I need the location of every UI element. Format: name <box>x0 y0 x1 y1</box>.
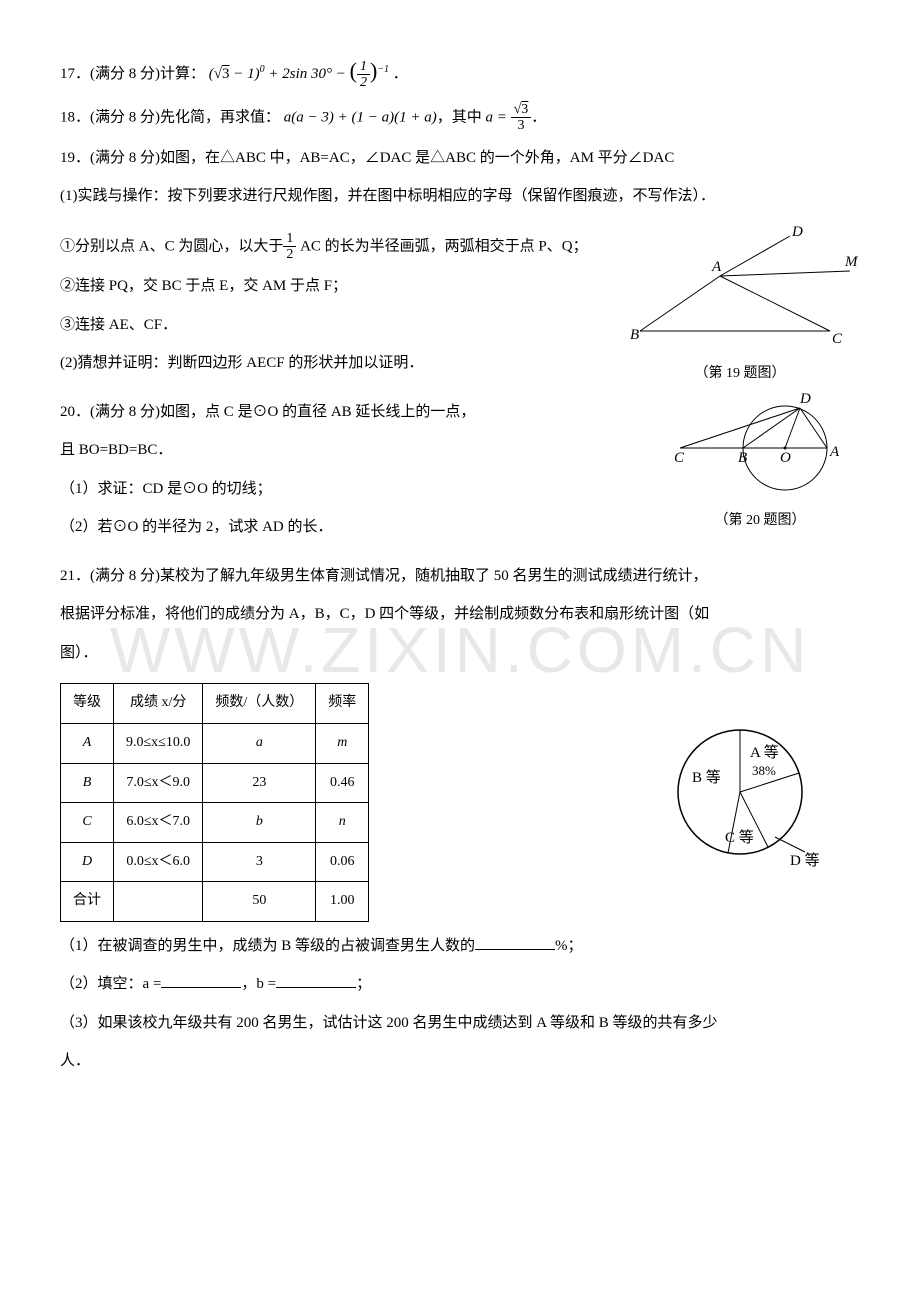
q21-sub3: （3）如果该校九年级共有 200 名男生，试估计这 200 名男生中成绩达到 A… <box>60 1009 860 1038</box>
q21-sub1: （1）在被调查的男生中，成绩为 B 等级的占被调查男生人数的 %； <box>60 932 860 961</box>
r42: 50 <box>203 882 316 922</box>
q18-den: 3 <box>511 118 532 133</box>
r21: 6.0≤x＜7.0 <box>114 803 203 843</box>
r11: 7.0≤x＜9.0 <box>114 763 203 803</box>
q21s2b: ，b = <box>241 976 276 992</box>
c20A: A <box>829 444 840 460</box>
q19-line3: (2)猜想并证明：判断四边形 AECF 的形状并加以证明． <box>60 349 620 378</box>
lblB: B <box>630 327 639 343</box>
r40: 合计 <box>61 882 114 922</box>
pieC: C 等 <box>725 828 754 846</box>
q20-sub1: （1）求证：CD 是⊙O 的切线； <box>60 475 660 504</box>
h3: 频率 <box>316 684 369 724</box>
blank-1 <box>475 934 555 950</box>
q20-caption: （第 20 题图） <box>660 508 860 535</box>
table-row: D0.0≤x＜6.030.06 <box>61 842 369 882</box>
q19-figure: A B C D M <box>620 221 860 351</box>
q17-expr: (√3 − 1)0 + 2sin 30° − (12)−1 <box>209 66 393 82</box>
q17-prefix: 17．(满分 8 分)计算： <box>60 66 205 82</box>
q21-intro1: 21．(满分 8 分)某校为了解九年级男生体育测试情况，随机抽取了 50 名男生… <box>60 562 860 591</box>
q21-intro2: 根据评分标准，将他们的成绩分为 A，B，C，D 四个等级，并绘制成频数分布表和扇… <box>60 600 860 629</box>
q20-figure: C B O A D <box>660 388 860 498</box>
r23: n <box>316 803 369 843</box>
r12: 23 <box>203 763 316 803</box>
lblC: C <box>832 331 843 347</box>
q18: 18．(满分 8 分)先化简，再求值： a(a − 3) + (1 − a)(1… <box>60 102 860 134</box>
half-num: 1 <box>357 59 370 75</box>
pieB: B 等 <box>692 768 721 786</box>
c20C: C <box>674 450 685 466</box>
q19-step1a: ①分别以点 A、C 为圆心，以大于 <box>60 238 283 254</box>
r02: a <box>203 723 316 763</box>
q19-step1: ①分别以点 A、C 为圆心，以大于12 AC 的长为半径画弧，两弧相交于点 P、… <box>60 231 620 263</box>
q18-sqrt3: 3 <box>521 102 528 117</box>
r22: b <box>203 803 316 843</box>
blank-3 <box>276 972 356 988</box>
table-row: 合计 501.00 <box>61 882 369 922</box>
q19-step3: ③连接 AE、CF． <box>60 311 620 340</box>
h0: 等级 <box>61 684 114 724</box>
blank-2 <box>161 972 241 988</box>
a-eq: a = <box>485 109 510 125</box>
lblD: D <box>791 224 803 240</box>
table-header-row: 等级 成绩 x/分 频数/（人数） 频率 <box>61 684 369 724</box>
r30: D <box>61 842 114 882</box>
table-row: C6.0≤x＜7.0bn <box>61 803 369 843</box>
h1: 成绩 x/分 <box>114 684 203 724</box>
q21s2a: （2）填空：a = <box>60 976 161 992</box>
q18-period: ． <box>531 109 546 125</box>
q18-num: √3 <box>511 102 532 118</box>
s1num: 1 <box>283 231 296 247</box>
exp-neg1: −1 <box>377 64 389 75</box>
q18-where: ，其中 <box>437 109 486 125</box>
q19-line2: (1)实践与操作：按下列要求进行尺规作图，并在图中标明相应的字母（保留作图痕迹，… <box>60 182 860 211</box>
q19-step2: ②连接 PQ，交 BC 于点 E，交 AM 于点 F； <box>60 272 620 301</box>
pieA: A 等 <box>750 743 779 761</box>
plus: + 2sin 30° − <box>265 66 350 82</box>
q17-period: ． <box>393 66 408 82</box>
r01: 9.0≤x≤10.0 <box>114 723 203 763</box>
q21s2c: ； <box>356 976 371 992</box>
r00: A <box>61 723 114 763</box>
table-row: A9.0≤x≤10.0am <box>61 723 369 763</box>
q21-pie: A 等 38% B 等 C 等 D 等 <box>640 707 840 877</box>
c20B: B <box>738 450 747 466</box>
q21-sub3b: 人． <box>60 1047 860 1076</box>
r20: C <box>61 803 114 843</box>
q19-caption: （第 19 题图） <box>620 361 860 388</box>
q21-table: 等级 成绩 x/分 频数/（人数） 频率 A9.0≤x≤10.0am B7.0≤… <box>60 683 369 922</box>
q17: 17．(满分 8 分)计算： (√3 − 1)0 + 2sin 30° − (1… <box>60 50 860 92</box>
c20D: D <box>799 391 811 407</box>
pieApct: 38% <box>752 763 776 778</box>
table-row: B7.0≤x＜9.0230.46 <box>61 763 369 803</box>
q20-sub2: （2）若⊙O 的半径为 2，试求 AD 的长． <box>60 513 660 542</box>
s1den: 2 <box>283 247 296 262</box>
q21-intro3: 图）． <box>60 639 860 668</box>
r41 <box>114 882 203 922</box>
r13: 0.46 <box>316 763 369 803</box>
q18-prefix: 18．(满分 8 分)先化简，再求值： <box>60 109 280 125</box>
r32: 3 <box>203 842 316 882</box>
r10: B <box>61 763 114 803</box>
pieD: D 等 <box>790 851 820 869</box>
lblM: M <box>844 254 859 270</box>
h2: 频数/（人数） <box>203 684 316 724</box>
q19-line1: 19．(满分 8 分)如图，在△ABC 中，AB=AC，∠DAC 是△ABC 的… <box>60 144 860 173</box>
lblA: A <box>711 259 722 275</box>
half-den: 2 <box>357 75 370 90</box>
r03: m <box>316 723 369 763</box>
q19-step1b: AC 的长为半径画弧，两弧相交于点 P、Q； <box>296 238 587 254</box>
q21s1b: %； <box>555 938 583 954</box>
q20-line2: 且 BO=BD=BC． <box>60 436 660 465</box>
r43: 1.00 <box>316 882 369 922</box>
r31: 0.0≤x＜6.0 <box>114 842 203 882</box>
c20O: O <box>780 450 791 466</box>
q21s1a: （1）在被调查的男生中，成绩为 B 等级的占被调查男生人数的 <box>60 938 475 954</box>
minus1: − 1) <box>229 66 259 82</box>
r33: 0.06 <box>316 842 369 882</box>
q18-expr: a(a − 3) + (1 − a)(1 + a) <box>284 109 437 125</box>
q21-sub2: （2）填空：a = ，b = ； <box>60 970 860 999</box>
q20-line1: 20．(满分 8 分)如图，点 C 是⊙O 的直径 AB 延长线上的一点， <box>60 398 660 427</box>
